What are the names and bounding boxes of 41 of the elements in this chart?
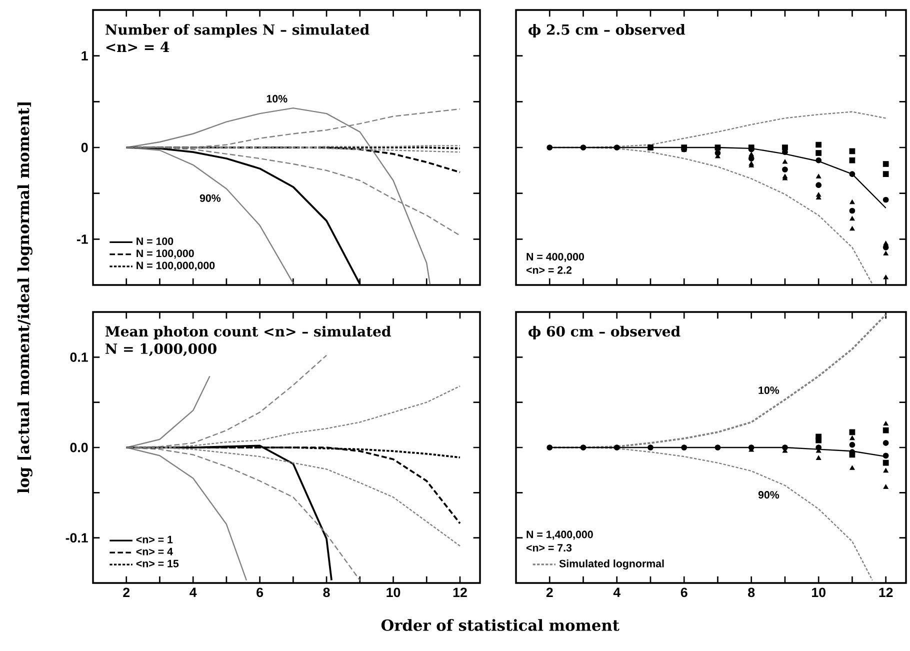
x-tick-label: 10 (386, 588, 400, 598)
y-axis-title: log [actual moment/ideal lognormal moment] (17, 102, 32, 494)
y-tick-label: -0.1 (66, 533, 88, 543)
text: ϕ 60 cm – observed (528, 326, 680, 340)
text: Number of samples N – simulated (105, 24, 370, 38)
x-tick-label: 12 (879, 588, 893, 598)
y-tick-label: 0.1 (70, 352, 88, 362)
legend-label: <n> = 15 (136, 560, 179, 568)
legend-label: N = 100 (136, 237, 174, 246)
legend-label: N = 100,000,000 (136, 262, 215, 271)
x-tick-label: 6 (256, 588, 264, 598)
annotation: N = 400,000 (526, 252, 584, 262)
x-axis-title: Order of statistical moment (381, 619, 620, 631)
legend-label: <n> = 4 (136, 548, 173, 556)
x-tick-label: 12 (453, 588, 467, 598)
annotation: <n> = 2.2 (526, 266, 572, 274)
x-tick-label: 4 (190, 588, 197, 597)
x-tick-label: 8 (748, 588, 755, 598)
y-tick-label: -1 (76, 234, 88, 244)
text: <n> = 4 (106, 42, 170, 52)
annotation: 90% (758, 491, 780, 499)
annotation: 90% (200, 194, 221, 202)
annotation: 10% (758, 386, 780, 394)
x-tick-label: 2 (123, 588, 130, 598)
y-tick-label: 0 (81, 142, 88, 152)
annotation: N = 1,400,000 (526, 530, 593, 540)
y-tick-label: 1 (82, 51, 88, 60)
x-tick-label: 2 (546, 588, 553, 598)
x-tick-label: 10 (812, 588, 826, 598)
x-tick-label: 4 (613, 588, 620, 597)
legend-label: N = 100,000 (136, 250, 194, 259)
y-tick-label: 0.0 (70, 442, 88, 452)
text: ϕ 2.5 cm – observed (528, 24, 686, 38)
x-tick-label: 8 (323, 588, 330, 598)
legend-label: <n> = 1 (136, 536, 173, 544)
text: Mean photon count <n> – simulated (105, 326, 391, 340)
text: N = 1,000,000 (105, 343, 216, 356)
annotation: 10% (266, 94, 288, 102)
x-tick-label: 6 (680, 588, 688, 598)
legend-label: Simulated lognormal (559, 560, 664, 570)
annotation: <n> = 7.3 (526, 544, 572, 552)
